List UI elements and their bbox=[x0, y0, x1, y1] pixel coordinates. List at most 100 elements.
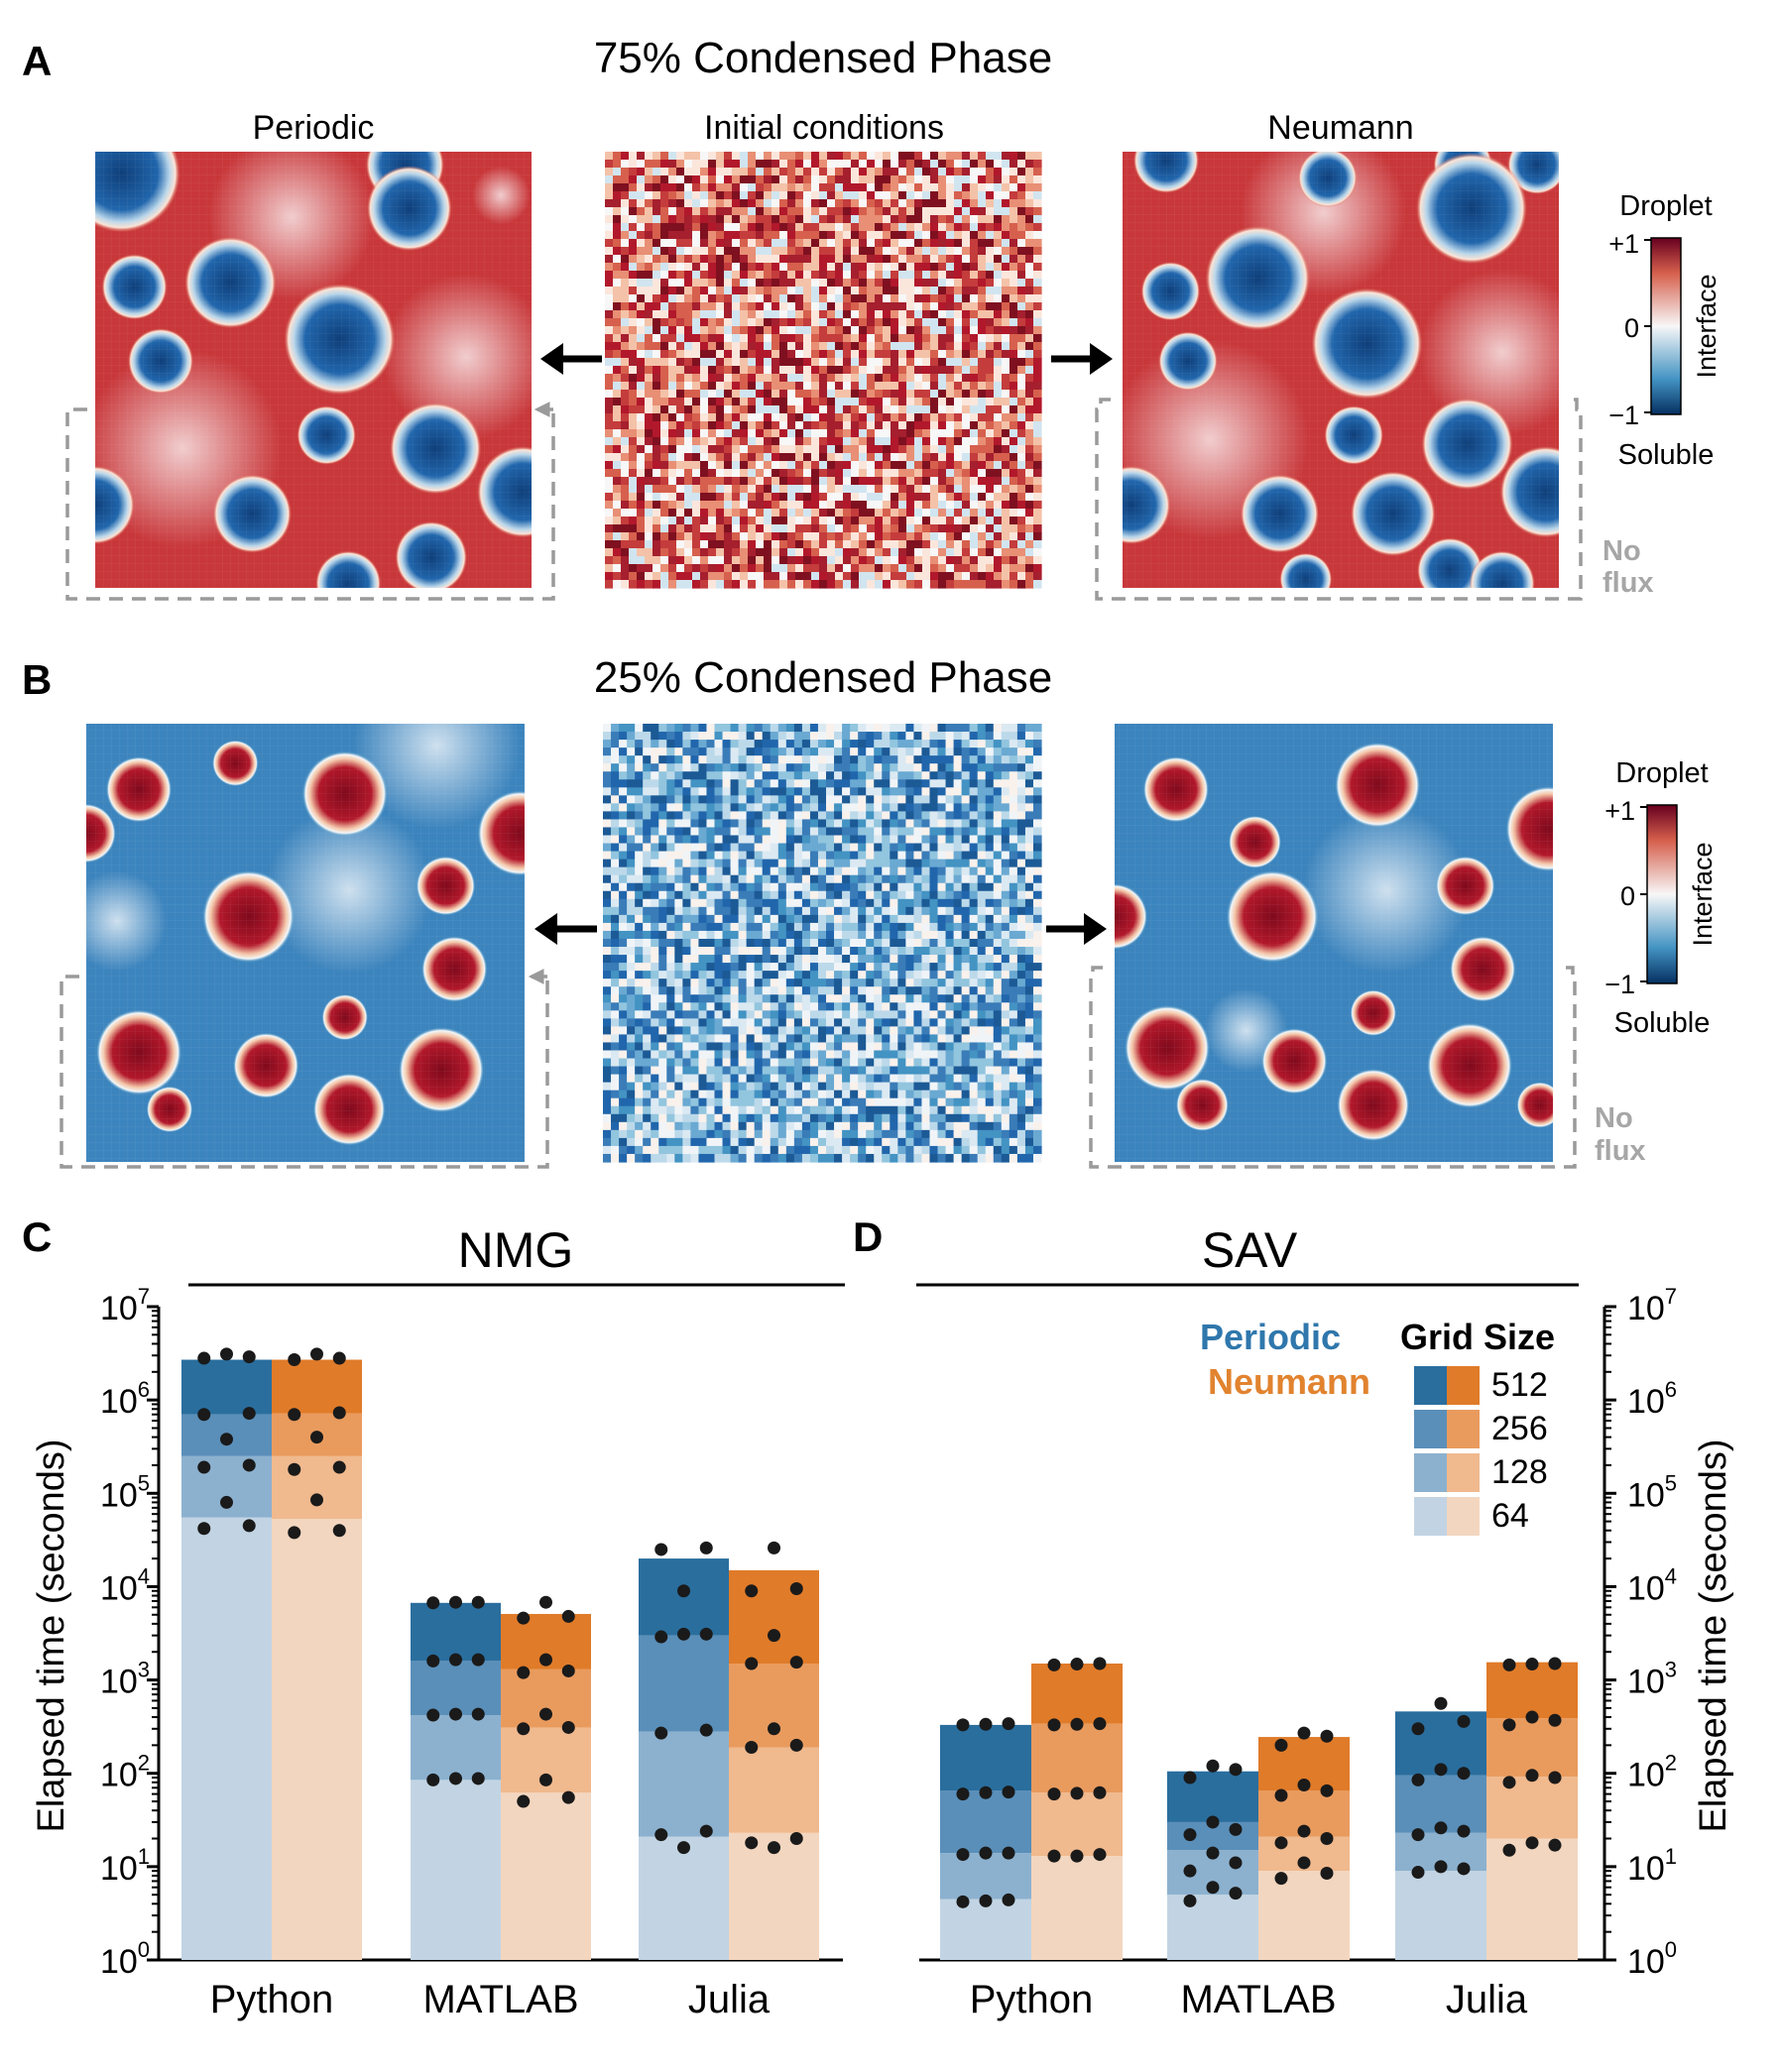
noise-cell bbox=[793, 1113, 803, 1123]
noise-cell bbox=[906, 207, 915, 216]
noise-cell bbox=[843, 215, 852, 224]
noise-cell bbox=[962, 294, 971, 303]
noise-cell bbox=[938, 255, 947, 264]
noise-cell bbox=[722, 795, 732, 804]
noise-cell bbox=[801, 1050, 811, 1060]
noise-cell bbox=[698, 986, 708, 995]
noise-cell bbox=[777, 771, 787, 780]
noise-cell bbox=[850, 866, 859, 876]
noise-cell bbox=[627, 1002, 636, 1011]
noise-cell bbox=[722, 1050, 732, 1060]
noise-cell bbox=[842, 882, 851, 892]
noise-cell bbox=[834, 971, 843, 979]
noise-cell bbox=[611, 1113, 620, 1123]
noise-cell bbox=[803, 398, 812, 406]
noise-cell bbox=[603, 1050, 612, 1060]
noise-cell bbox=[1033, 509, 1042, 518]
noise-cell bbox=[851, 445, 860, 454]
noise-cell bbox=[787, 524, 796, 533]
noise-cell bbox=[645, 152, 653, 161]
noise-cell bbox=[875, 532, 884, 541]
noise-cell bbox=[613, 405, 622, 414]
noise-cell bbox=[795, 532, 804, 541]
noise-cell bbox=[740, 207, 749, 216]
noise-cell bbox=[730, 1074, 740, 1084]
noise-cell bbox=[732, 191, 741, 200]
noise-cell bbox=[858, 1097, 867, 1107]
noise-cell bbox=[906, 310, 915, 319]
noise-cell bbox=[867, 437, 876, 446]
noise-cell bbox=[1025, 453, 1034, 462]
noise-cell bbox=[706, 740, 716, 748]
noise-cell bbox=[850, 724, 859, 733]
noise-cell bbox=[826, 1042, 835, 1052]
noise-cell bbox=[1002, 287, 1010, 295]
noise-cell bbox=[724, 310, 733, 319]
noise-cell bbox=[835, 215, 844, 224]
noise-cell bbox=[764, 152, 772, 161]
noise-cell bbox=[811, 342, 820, 351]
noise-cell bbox=[722, 955, 732, 964]
noise-cell bbox=[660, 556, 669, 565]
noise-cell bbox=[1002, 191, 1010, 200]
noise-cell bbox=[843, 366, 852, 375]
noise-cell bbox=[682, 947, 691, 956]
noise-cell bbox=[1009, 160, 1018, 169]
noise-cell bbox=[611, 811, 620, 821]
noise-cell bbox=[946, 485, 955, 494]
noise-cell bbox=[801, 1121, 811, 1131]
noise-cell bbox=[922, 175, 931, 184]
noise-cell bbox=[962, 501, 971, 510]
noise-cell bbox=[922, 429, 931, 438]
noise-cell bbox=[851, 271, 860, 280]
noise-cell bbox=[867, 429, 876, 438]
noise-cell bbox=[730, 787, 740, 796]
noise-cell bbox=[714, 787, 724, 796]
noise-cell bbox=[748, 318, 757, 327]
noise-cell bbox=[785, 843, 795, 853]
noise-cell bbox=[692, 231, 701, 240]
noise-cell bbox=[605, 469, 614, 478]
noise-cell bbox=[674, 1050, 683, 1060]
noise-cell bbox=[706, 1042, 716, 1052]
noise-cell bbox=[698, 1105, 708, 1115]
noise-cell bbox=[826, 724, 835, 733]
noise-cell bbox=[627, 1145, 636, 1155]
noise-cell bbox=[866, 1153, 875, 1163]
noise-cell bbox=[866, 971, 875, 979]
noise-cell bbox=[706, 1121, 716, 1131]
noise-cell bbox=[779, 572, 788, 581]
noise-cell bbox=[764, 374, 772, 383]
noise-cell bbox=[851, 413, 860, 422]
noise-cell bbox=[619, 1026, 628, 1036]
noise-cell bbox=[938, 548, 947, 557]
noise-cell bbox=[827, 437, 836, 446]
noise-cell bbox=[666, 811, 675, 821]
noise-cell bbox=[859, 207, 868, 216]
noise-cell bbox=[859, 532, 868, 541]
noise-cell bbox=[793, 922, 803, 932]
noise-cell bbox=[793, 787, 803, 796]
noise-cell bbox=[658, 803, 667, 812]
noise-cell bbox=[700, 231, 709, 240]
noise-cell bbox=[716, 453, 725, 462]
noise-cell bbox=[970, 215, 979, 224]
noise-cell bbox=[724, 287, 733, 295]
noise-cell bbox=[970, 183, 979, 192]
noise-cell bbox=[637, 540, 646, 549]
noise-cell bbox=[756, 461, 765, 470]
noise-cell bbox=[730, 1097, 740, 1107]
noise-cell bbox=[653, 271, 661, 280]
noise-cell bbox=[954, 334, 963, 343]
noise-cell bbox=[817, 1105, 827, 1115]
noise-cell bbox=[653, 358, 661, 367]
noise-cell bbox=[875, 421, 884, 430]
noise-cell bbox=[779, 437, 788, 446]
noise-cell bbox=[716, 390, 725, 399]
noise-cell bbox=[938, 318, 947, 327]
noise-cell bbox=[653, 350, 661, 359]
noise-cell bbox=[738, 1129, 748, 1139]
noise-cell bbox=[635, 922, 644, 932]
noise-cell bbox=[978, 445, 987, 454]
noise-cell bbox=[643, 994, 652, 1003]
